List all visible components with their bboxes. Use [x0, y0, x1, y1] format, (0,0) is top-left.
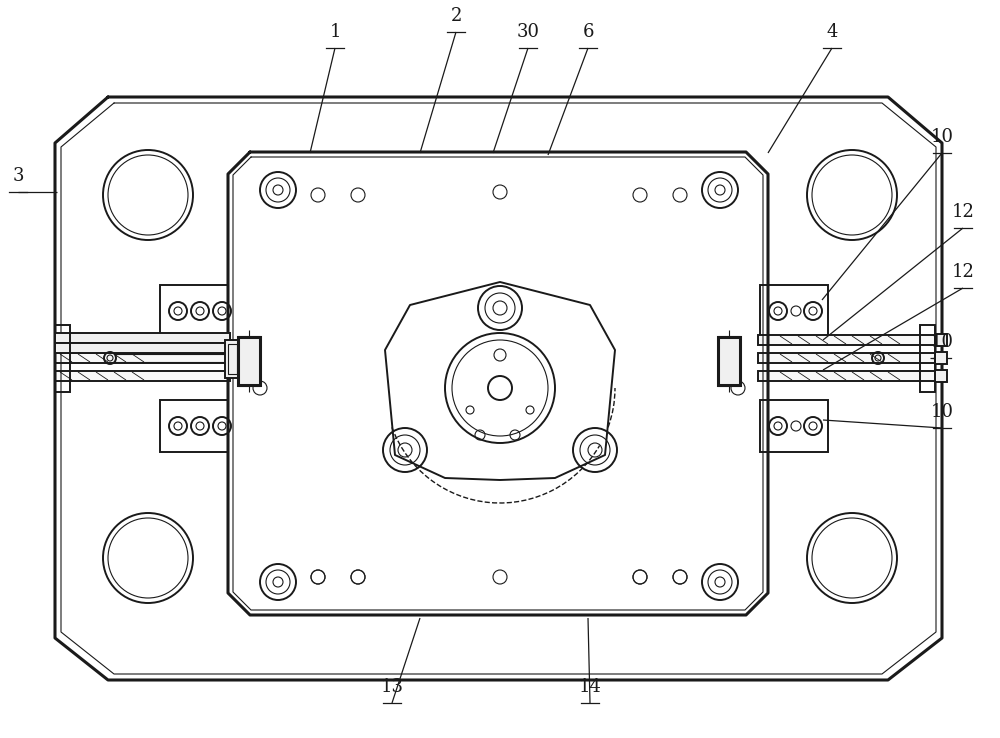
Bar [225, 340, 240, 378]
Text: 14: 14 [579, 678, 601, 696]
Bar [55, 333, 230, 343]
Text: 4: 4 [826, 23, 838, 41]
Text: 10: 10 [930, 403, 954, 421]
Bar [758, 335, 943, 345]
Text: 10: 10 [930, 333, 954, 351]
Bar [55, 371, 230, 381]
Bar [55, 325, 70, 392]
Text: 2: 2 [450, 7, 462, 25]
Bar [718, 337, 740, 385]
Text: 10: 10 [930, 128, 954, 146]
Bar [760, 285, 828, 337]
Bar [758, 353, 943, 363]
Text: 12: 12 [952, 203, 974, 221]
Text: 3: 3 [12, 167, 24, 185]
Text: 6: 6 [582, 23, 594, 41]
Bar [935, 352, 947, 364]
Text: 30: 30 [516, 23, 540, 41]
Bar [228, 344, 237, 374]
Bar [758, 371, 943, 381]
Bar [115, 354, 227, 362]
Bar [760, 400, 828, 452]
Text: 1: 1 [329, 23, 341, 41]
Bar [55, 353, 230, 363]
Text: 13: 13 [380, 678, 404, 696]
Bar [920, 325, 935, 392]
Bar [55, 343, 230, 353]
Bar [55, 335, 230, 345]
Bar [160, 400, 228, 452]
Bar [238, 337, 260, 385]
Text: 12: 12 [952, 263, 974, 281]
Bar [935, 370, 947, 382]
Bar [160, 285, 228, 337]
Bar [935, 334, 947, 346]
